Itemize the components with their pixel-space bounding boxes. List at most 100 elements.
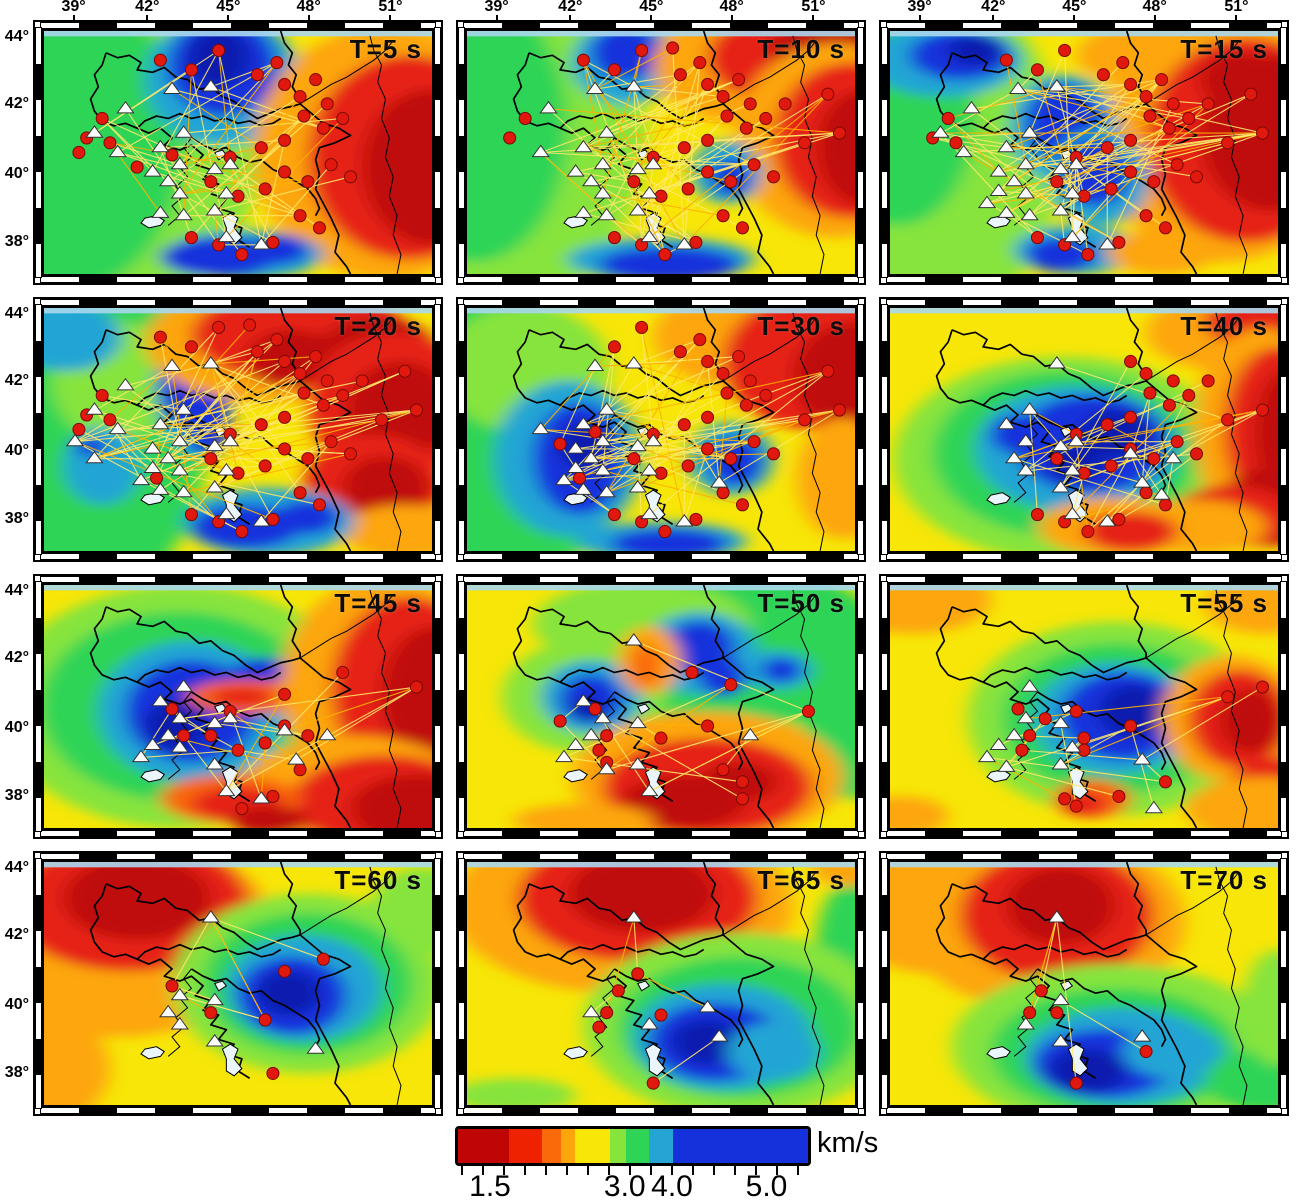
map-area: T=15 s: [888, 29, 1280, 276]
earthquake-epicenters: [73, 319, 423, 538]
lat-axis-label: 38°: [4, 1063, 29, 1081]
frame-checker: [857, 581, 864, 832]
station-triangles: [67, 357, 270, 526]
colorbar-minor-tick: [461, 1166, 463, 1175]
ray-paths: [933, 50, 1263, 254]
lon-axis-tick: [1073, 15, 1076, 21]
colorbar-minor-tick: [713, 1166, 715, 1175]
frame-checker: [35, 304, 42, 555]
frame-checker: [40, 853, 436, 860]
velocity-map-svg: [467, 31, 855, 274]
lon-axis-tick: [1153, 15, 1156, 21]
lon-axis-label: 45°: [1062, 0, 1087, 15]
colorbar-tick-label: 1.5: [469, 1170, 511, 1203]
velocity-map-svg: [890, 585, 1278, 828]
lat-axis-label: 42°: [4, 926, 29, 944]
lat-axis-label: 44°: [4, 581, 29, 599]
lon-axis-tick: [918, 15, 921, 21]
lon-axis-label: 39°: [484, 0, 509, 15]
frame-checker: [458, 304, 465, 555]
frame-checker: [434, 581, 441, 832]
lon-axis-label: 39°: [61, 0, 86, 15]
frame-checker: [463, 299, 859, 306]
frame-checker: [886, 276, 1282, 283]
colorbar-segment: [610, 1129, 626, 1163]
coastline-borders: [937, 31, 1247, 274]
station-triangles: [932, 80, 1115, 249]
colorbar-segment: [458, 1129, 509, 1163]
colorbar-segment: [542, 1129, 562, 1163]
panel-period-label: T=5 s: [349, 34, 422, 64]
frame-checker: [857, 27, 864, 278]
map-panel-t10s: T=10 s: [456, 20, 866, 285]
colorbar-minor-tick: [545, 1166, 547, 1175]
frame-checker: [434, 858, 441, 1109]
frame-checker: [35, 858, 42, 1109]
frame-checker: [886, 22, 1282, 29]
colorbar-tick-label: 4.0: [651, 1170, 693, 1203]
station-triangles: [160, 911, 324, 1053]
station-triangles: [583, 911, 727, 1041]
map-area: T=5 s: [42, 29, 434, 276]
map-panel-t60s: T=60 s: [33, 851, 443, 1116]
earthquake-epicenters: [927, 44, 1269, 260]
frame-checker: [40, 553, 436, 560]
frame-checker: [40, 1107, 436, 1114]
earthquake-epicenters: [1012, 681, 1268, 812]
velocity-map-svg: [890, 308, 1278, 551]
map-panel-t20s: T=20 s: [33, 297, 443, 562]
frame-checker: [35, 27, 42, 278]
earthquake-epicenters: [504, 42, 846, 261]
lon-axis-tick: [569, 15, 572, 21]
frame-checker: [434, 304, 441, 555]
lon-axis-tick: [730, 15, 733, 21]
station-triangles: [533, 357, 728, 526]
map-panel-t65s: T=65 s: [456, 851, 866, 1116]
panel-period-label: T=15 s: [1180, 34, 1268, 64]
lon-axis-tick: [227, 15, 230, 21]
station-triangles: [533, 80, 693, 249]
frame-checker: [35, 581, 42, 832]
map-area: T=10 s: [465, 29, 857, 276]
velocity-map-svg: [44, 585, 432, 828]
colorbar-minor-tick: [797, 1166, 799, 1175]
lat-axis-label: 44°: [4, 27, 29, 45]
velocity-map-svg: [44, 862, 432, 1105]
map-panel-t15s: T=15 s: [879, 20, 1289, 285]
earthquake-epicenters: [554, 666, 814, 805]
frame-checker: [1280, 27, 1287, 278]
lat-axis-label: 38°: [4, 232, 29, 250]
frame-checker: [40, 576, 436, 583]
lon-axis-label: 42°: [558, 0, 583, 15]
colorbar-segment: [626, 1129, 649, 1163]
frame-checker: [40, 299, 436, 306]
map-panel-t50s: T=50 s: [456, 574, 866, 839]
map-panel-t45s: T=45 s: [33, 574, 443, 839]
lon-axis-label: 51°: [801, 0, 826, 15]
station-triangles: [1018, 911, 1151, 1046]
frame-checker: [434, 27, 441, 278]
lon-axis-label: 42°: [135, 0, 160, 15]
map-area: T=30 s: [465, 306, 857, 553]
earthquake-epicenters: [166, 953, 329, 1079]
panel-period-label: T=20 s: [334, 311, 422, 341]
colorbar-minor-tick: [482, 1166, 484, 1175]
colorbar: [455, 1126, 811, 1166]
colorbar-minor-tick: [755, 1166, 757, 1175]
velocity-map-svg: [467, 585, 855, 828]
map-panel-t70s: T=70 s: [879, 851, 1289, 1116]
frame-checker: [886, 853, 1282, 860]
colorbar-segment: [508, 1129, 542, 1163]
lon-axis-tick: [307, 15, 310, 21]
frame-checker: [40, 276, 436, 283]
frame-checker: [881, 858, 888, 1109]
station-triangles: [556, 634, 759, 796]
map-panel-t55s: T=55 s: [879, 574, 1289, 839]
frame-checker: [857, 304, 864, 555]
frame-checker: [1280, 304, 1287, 555]
earthquake-epicenters: [1024, 985, 1152, 1089]
lon-axis-tick: [389, 15, 392, 21]
colorbar-minor-tick: [587, 1166, 589, 1175]
frame-checker: [463, 853, 859, 860]
velocity-map-svg: [890, 31, 1278, 274]
